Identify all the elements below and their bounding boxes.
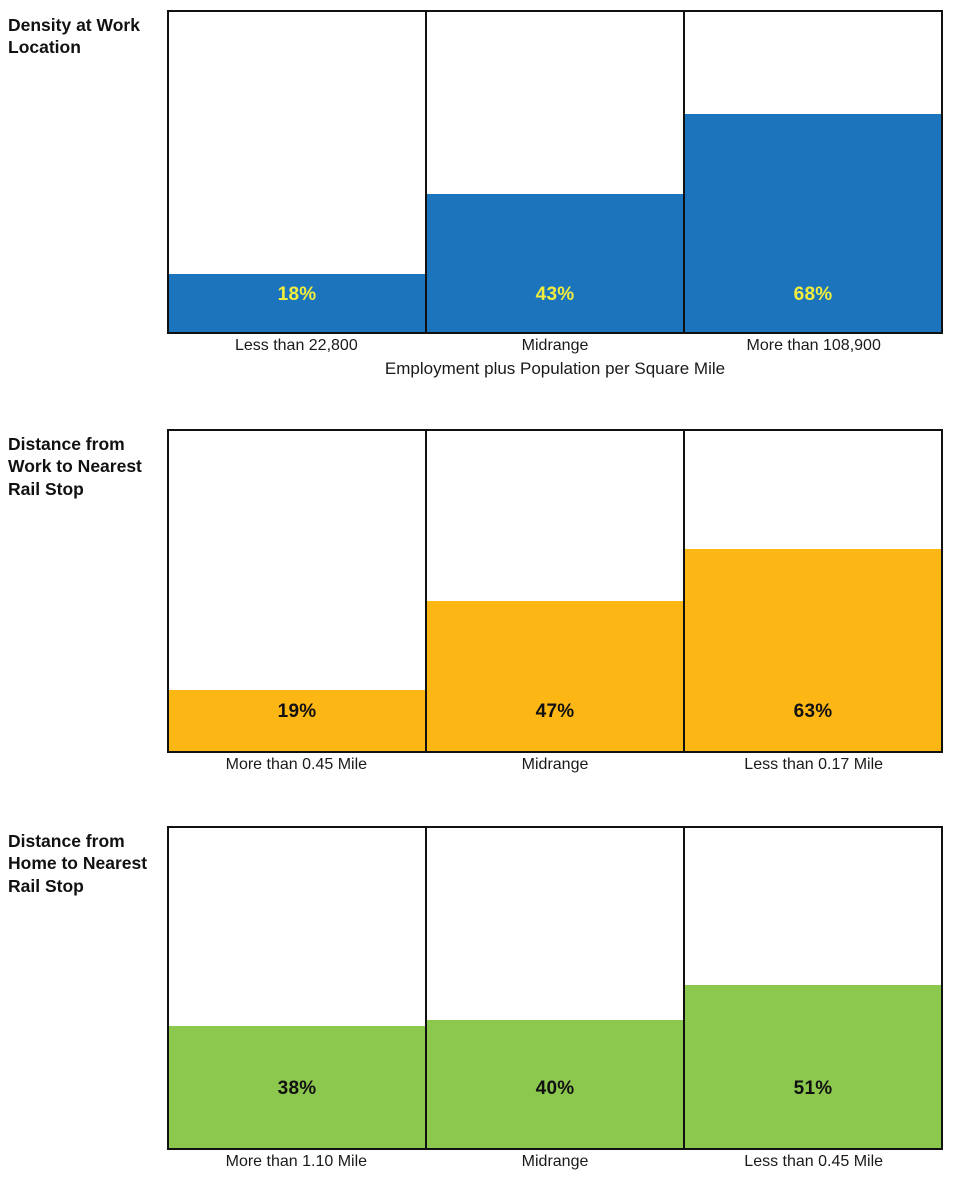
bar (685, 984, 941, 1148)
bar-value-label: 47% (535, 701, 575, 722)
bar-column: 40% (427, 828, 685, 1148)
bar-value-label: 18% (277, 284, 317, 305)
bar-column: 43% (427, 12, 685, 332)
bar-column: 68% (685, 12, 941, 332)
bar (169, 1026, 425, 1148)
bar-value-label: 19% (277, 701, 317, 722)
chart-density-at-work: Density at Work Location 18% 43% 68% Les… (0, 10, 959, 379)
bar (685, 114, 941, 332)
bar-column: 18% (169, 12, 427, 332)
chart-distance-home-to-rail: Distance from Home to Nearest Rail Stop … (0, 826, 959, 1171)
x-tick-label: Less than 0.17 Mile (744, 756, 884, 773)
bar-value-label: 43% (535, 284, 575, 305)
plot-block: 38% 40% 51% More than 1.10 Mile Midrange… (167, 826, 943, 1171)
bar-column: 19% (169, 431, 427, 751)
bar (427, 600, 683, 751)
bar-value-label: 51% (793, 1078, 833, 1099)
bar (169, 274, 425, 332)
x-tick-label: More than 108,900 (746, 337, 881, 354)
bar (685, 549, 941, 751)
plot-area: 18% 43% 68% (167, 10, 943, 334)
bar (427, 1020, 683, 1148)
plot-area: 38% 40% 51% (167, 826, 943, 1150)
x-tick-label: Midrange (521, 337, 589, 354)
plot-area: 19% 47% 63% (167, 429, 943, 753)
x-tick-label: Midrange (521, 1153, 589, 1170)
bar-column: 63% (685, 431, 941, 751)
plot-block: 19% 47% 63% More than 0.45 Mile Midrange… (167, 429, 943, 774)
chart-title: Distance from Home to Nearest Rail Stop (8, 831, 148, 896)
x-axis-title: Employment plus Population per Square Mi… (384, 359, 726, 378)
bar-value-label: 63% (793, 701, 833, 722)
bar-column: 47% (427, 431, 685, 751)
chart-distance-work-to-rail: Distance from Work to Nearest Rail Stop … (0, 429, 959, 774)
chart-title: Density at Work Location (8, 15, 140, 58)
bar-column: 51% (685, 828, 941, 1148)
x-tick-label: More than 1.10 Mile (225, 1153, 368, 1170)
x-tick-label: Midrange (521, 756, 589, 773)
bar (169, 690, 425, 751)
bar-value-label: 68% (793, 284, 833, 305)
chart-title: Distance from Work to Nearest Rail Stop (8, 434, 142, 499)
bar-value-label: 38% (277, 1078, 317, 1099)
x-axis-tick-labels: Less than 22,800 Midrange More than 108,… (167, 337, 943, 355)
bar (427, 194, 683, 332)
x-tick-label: More than 0.45 Mile (225, 756, 368, 773)
x-axis-tick-labels: More than 1.10 Mile Midrange Less than 0… (167, 1153, 943, 1171)
plot-block: 18% 43% 68% Less than 22,800 Midrange Mo… (167, 10, 943, 379)
x-tick-label: Less than 0.45 Mile (744, 1153, 884, 1170)
bar-column: 38% (169, 828, 427, 1148)
x-tick-label: Less than 22,800 (234, 337, 358, 354)
x-axis-tick-labels: More than 0.45 Mile Midrange Less than 0… (167, 756, 943, 774)
bar-value-label: 40% (535, 1078, 575, 1099)
